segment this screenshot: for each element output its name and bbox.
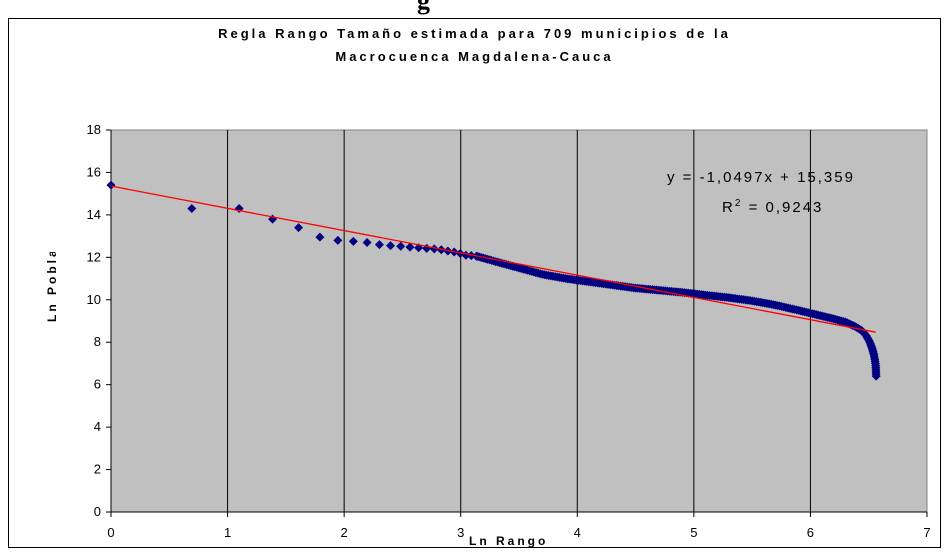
y-tick-label: 16 (87, 164, 101, 179)
x-tick-label: 6 (807, 525, 814, 540)
y-tick-label: 4 (94, 419, 101, 434)
y-tick-label: 0 (94, 504, 101, 519)
data-point (374, 240, 384, 250)
data-point (362, 237, 372, 247)
y-tick-label: 10 (87, 292, 101, 307)
data-point (405, 242, 415, 252)
x-tick-label: 3 (457, 525, 464, 540)
y-tick-label: 8 (94, 334, 101, 349)
data-point (871, 371, 881, 381)
r-squared-value: = 0,9243 (748, 199, 824, 216)
y-tick-label: 6 (94, 377, 101, 392)
x-axis-title: Ln Rango (469, 534, 549, 548)
data-point (348, 236, 358, 246)
r-squared-exponent: 2 (734, 198, 743, 209)
trendline (110, 185, 876, 333)
y-axis-title: Ln Poblacio (45, 252, 59, 322)
data-point (106, 180, 116, 190)
y-tick-label: 14 (87, 207, 101, 222)
x-tick-label: 0 (107, 525, 114, 540)
x-tick-label: 1 (224, 525, 231, 540)
data-point (386, 241, 396, 251)
plot-area (110, 129, 928, 513)
r-squared-symbol: R (722, 199, 735, 216)
y-tick-label: 2 (94, 462, 101, 477)
chart-title-line-1: Regla Rango Tamaño estimada para 709 mun… (218, 26, 731, 41)
x-tick-label: 4 (574, 525, 581, 540)
data-point (429, 244, 439, 254)
r-squared-label: R2 = 0,9243 (722, 198, 823, 216)
trendline-equation: y = -1,0497x + 15,359 (667, 169, 855, 186)
chart-title: Regla Rango Tamaño estimada para 709 mun… (8, 22, 941, 68)
x-tick-label: 5 (690, 525, 697, 540)
top-cut-text: g (0, 0, 946, 18)
x-tick-label: 2 (341, 525, 348, 540)
data-point (187, 204, 197, 214)
data-point (396, 241, 406, 251)
chart-title-line-2: Macrocuenca Magdalena-Cauca (335, 49, 614, 64)
data-point (294, 223, 304, 233)
x-tick-label: 7 (923, 525, 930, 540)
data-point (333, 235, 343, 245)
data-point (315, 232, 325, 242)
y-tick-label: 18 (87, 122, 101, 137)
y-tick-label: 12 (87, 249, 101, 264)
